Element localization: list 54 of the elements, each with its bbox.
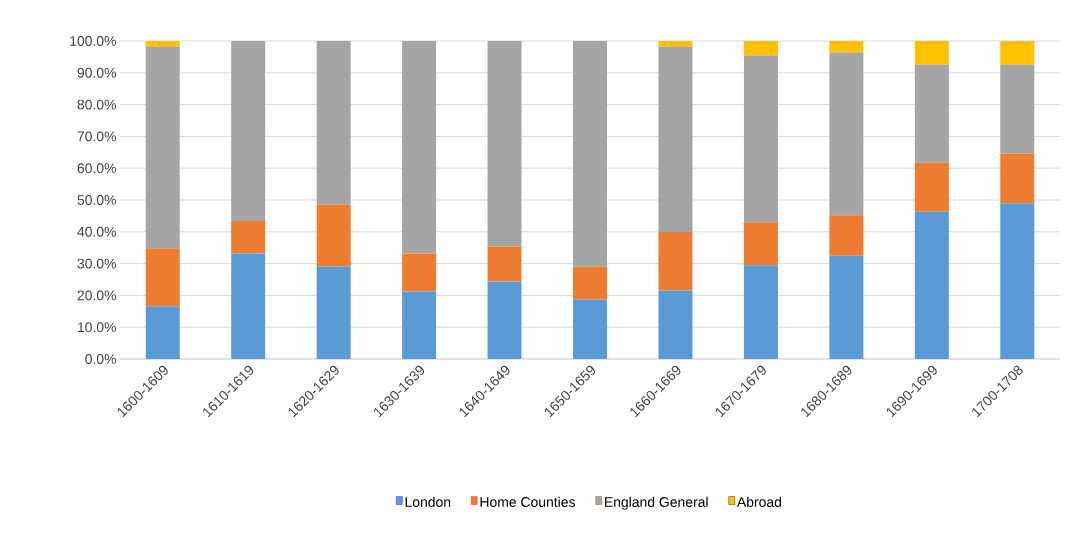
- legend-label: London: [405, 496, 451, 507]
- bar: [487, 246, 522, 282]
- bar: [573, 266, 608, 300]
- bar: [829, 215, 864, 256]
- y-tick-label: 70.0%: [77, 131, 116, 142]
- y-tick-label: 80.0%: [77, 99, 116, 110]
- legend-label: Abroad: [736, 496, 781, 507]
- bar: [145, 306, 180, 359]
- bar: [316, 40, 351, 205]
- bar: [914, 40, 949, 65]
- bar: [743, 55, 778, 223]
- bar: [658, 40, 693, 47]
- bar: [743, 222, 778, 266]
- bar: [658, 290, 693, 359]
- bar: [316, 204, 351, 267]
- bar: [145, 40, 180, 47]
- bar: [829, 40, 864, 53]
- bar: [402, 40, 437, 254]
- legend-label: England General: [605, 496, 708, 510]
- bar: [231, 40, 266, 221]
- bar: [914, 211, 949, 359]
- y-tick-label: 50.0%: [77, 195, 116, 205]
- bar: [1000, 203, 1035, 359]
- y-tick-label: 30.0%: [77, 258, 116, 269]
- bar: [402, 253, 437, 292]
- bar: [231, 253, 266, 359]
- bar: [145, 248, 180, 307]
- bar: [914, 64, 949, 163]
- y-tick-label: 100.0%: [70, 36, 116, 46]
- bar: [1000, 153, 1035, 204]
- bar: [487, 281, 522, 359]
- bar: [487, 40, 522, 247]
- y-tick-label: 10.0%: [78, 322, 116, 333]
- bar: [658, 232, 693, 291]
- bar: [743, 40, 778, 56]
- bar: [829, 255, 864, 359]
- bar: [1000, 64, 1035, 154]
- y-tick-label: 60.0%: [77, 163, 116, 174]
- bar: [743, 265, 778, 359]
- y-tick-label: 20.0%: [77, 290, 116, 301]
- bar: [573, 299, 608, 359]
- bar: [573, 40, 608, 267]
- bar: [231, 220, 266, 254]
- legend-label: Home Counties: [480, 496, 575, 507]
- bar: [145, 46, 180, 249]
- bar: [829, 52, 864, 216]
- bar: [658, 46, 693, 233]
- bar: [914, 162, 949, 212]
- bar: [402, 291, 437, 359]
- y-tick-label: 90.0%: [77, 67, 116, 78]
- bar: [1000, 40, 1035, 65]
- y-tick-label: 40.0%: [77, 226, 116, 237]
- y-tick-label: 0.0%: [85, 354, 116, 364]
- bar: [316, 266, 351, 359]
